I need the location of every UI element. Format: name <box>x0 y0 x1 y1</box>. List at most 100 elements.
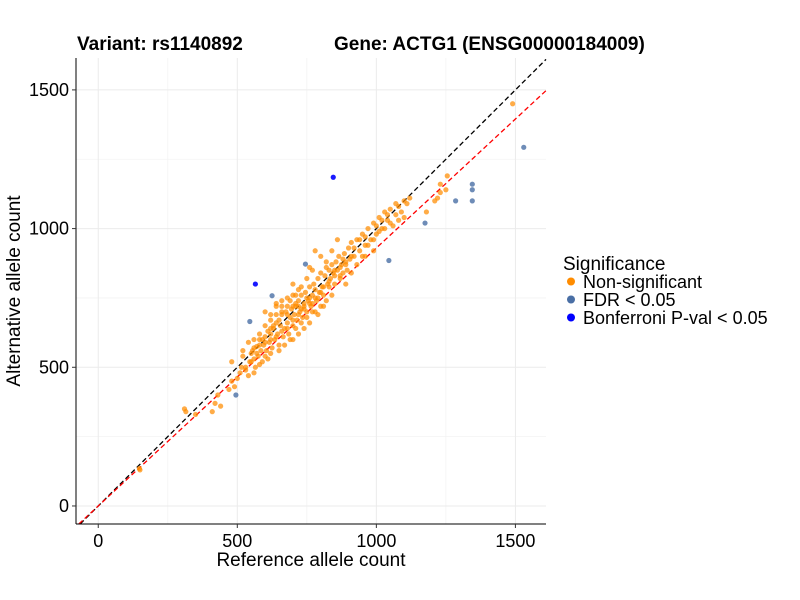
data-point <box>301 306 307 312</box>
data-point <box>382 225 388 232</box>
data-point <box>337 264 343 271</box>
data-point <box>318 253 324 259</box>
reference-lines <box>78 58 547 525</box>
data-point <box>379 217 385 223</box>
data-point <box>293 325 299 332</box>
data-point <box>237 370 243 376</box>
data-point <box>312 248 318 254</box>
data-point <box>233 392 239 398</box>
data-point <box>295 303 302 309</box>
data-point <box>284 325 290 332</box>
data-point <box>290 281 296 287</box>
data-points <box>136 101 527 473</box>
data-point <box>393 212 399 218</box>
data-point <box>290 317 296 323</box>
data-point <box>256 361 263 368</box>
data-point <box>387 206 393 212</box>
data-point <box>215 392 221 398</box>
data-point <box>254 350 260 357</box>
data-point <box>334 237 341 243</box>
data-point <box>326 267 332 273</box>
data-point <box>284 303 290 309</box>
tick-labels: 0 500 1000 1500 0 500 1000 1500 <box>29 80 535 551</box>
legend-label: FDR < 0.05 <box>583 290 676 310</box>
data-point <box>340 270 346 276</box>
data-point <box>326 278 332 284</box>
data-point <box>307 284 313 290</box>
data-point <box>357 248 363 254</box>
data-point <box>370 248 377 254</box>
data-point <box>315 311 321 318</box>
data-point <box>229 378 235 384</box>
data-point <box>320 303 327 309</box>
data-point <box>298 320 304 326</box>
data-point <box>273 300 279 307</box>
legend-label: Bonferroni P-val < 0.05 <box>583 308 768 328</box>
data-point <box>354 262 360 268</box>
data-point <box>307 295 313 301</box>
data-point <box>295 311 302 318</box>
data-point <box>510 101 516 107</box>
data-point <box>209 409 215 415</box>
data-point <box>437 189 443 196</box>
data-point <box>453 198 459 204</box>
data-point <box>291 311 297 318</box>
data-point <box>376 228 382 234</box>
data-point <box>323 259 329 265</box>
data-point <box>252 281 258 287</box>
data-point <box>407 195 413 201</box>
data-point <box>469 187 475 193</box>
data-point <box>295 331 302 337</box>
data-point <box>284 311 290 318</box>
y-axis-title: Alternative allele count <box>4 195 25 387</box>
data-point <box>251 370 257 376</box>
data-point <box>444 173 450 179</box>
x-axis-title: Reference allele count <box>216 550 406 571</box>
data-point <box>322 273 328 279</box>
data-point <box>401 214 407 221</box>
x-tick-label: 1000 <box>356 531 396 551</box>
data-point <box>351 245 357 251</box>
data-point <box>469 198 475 204</box>
data-point <box>279 309 285 315</box>
data-point <box>273 334 279 340</box>
data-point <box>329 262 335 268</box>
data-point <box>329 248 335 254</box>
data-point <box>268 311 274 318</box>
data-point <box>287 298 293 304</box>
y-tick-label: 1500 <box>29 80 69 100</box>
data-point <box>251 345 257 351</box>
data-point <box>344 267 350 273</box>
data-point <box>256 331 263 337</box>
data-point <box>423 209 430 215</box>
data-point <box>247 318 253 325</box>
x-tick-label: 500 <box>222 531 252 551</box>
data-point <box>218 403 224 409</box>
data-point <box>348 253 354 259</box>
data-point <box>293 292 299 298</box>
data-point <box>284 320 290 326</box>
data-point <box>396 217 402 223</box>
data-point <box>290 303 296 309</box>
data-point <box>326 284 332 290</box>
data-point <box>312 295 318 301</box>
data-point <box>238 364 245 370</box>
reference-line-identity <box>79 58 547 525</box>
data-point <box>332 281 338 287</box>
data-point <box>336 253 342 259</box>
data-point <box>302 261 309 267</box>
data-point <box>307 300 313 307</box>
data-point <box>256 342 263 348</box>
data-point <box>387 220 393 226</box>
data-point <box>362 234 368 240</box>
data-point <box>276 348 282 354</box>
data-point <box>304 275 310 282</box>
chart-title-variant: Variant: rs1140892 <box>77 34 243 55</box>
data-point <box>343 281 349 287</box>
y-tick-label: 0 <box>59 496 69 516</box>
data-point <box>279 298 285 304</box>
data-point <box>311 281 317 287</box>
data-point <box>281 342 288 348</box>
axes <box>72 58 546 528</box>
